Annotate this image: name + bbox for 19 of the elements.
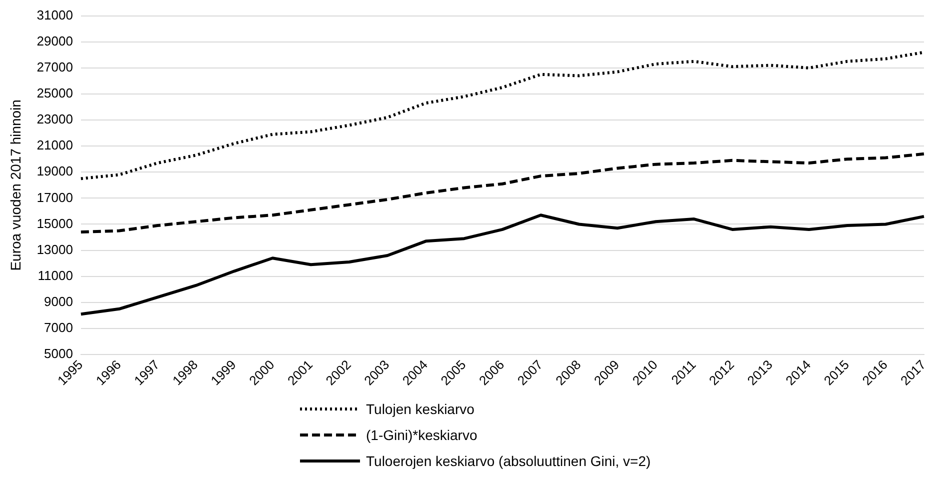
y-tick-label: 17000 [36, 190, 73, 205]
y-tick-label: 15000 [36, 216, 73, 231]
y-tick-label: 11000 [38, 268, 73, 283]
y-tick-label: 19000 [36, 164, 73, 179]
legend-label: Tuloerojen keskiarvo (absoluuttinen Gini, v=2) [366, 453, 651, 469]
legend-label: (1-Gini)*keskiarvo [366, 427, 478, 443]
y-tick-label: 5000 [44, 346, 73, 362]
legend-label: Tulojen keskiarvo [366, 401, 474, 417]
y-tick-label: 31000 [36, 7, 73, 22]
y-tick-label: 21000 [36, 138, 73, 153]
y-tick-label: 23000 [36, 112, 73, 127]
line-series [79, 152, 926, 234]
y-tick-label: 7000 [44, 320, 73, 336]
y-axis-title: Euroa vuoden 2017 hinnoin [7, 100, 24, 271]
y-tick-label: 29000 [36, 33, 73, 48]
y-tick-label: 25000 [36, 86, 73, 101]
y-tick-label: 27000 [36, 59, 73, 74]
y-tick-label: 13000 [36, 242, 73, 257]
y-tick-label: 9000 [44, 294, 73, 309]
